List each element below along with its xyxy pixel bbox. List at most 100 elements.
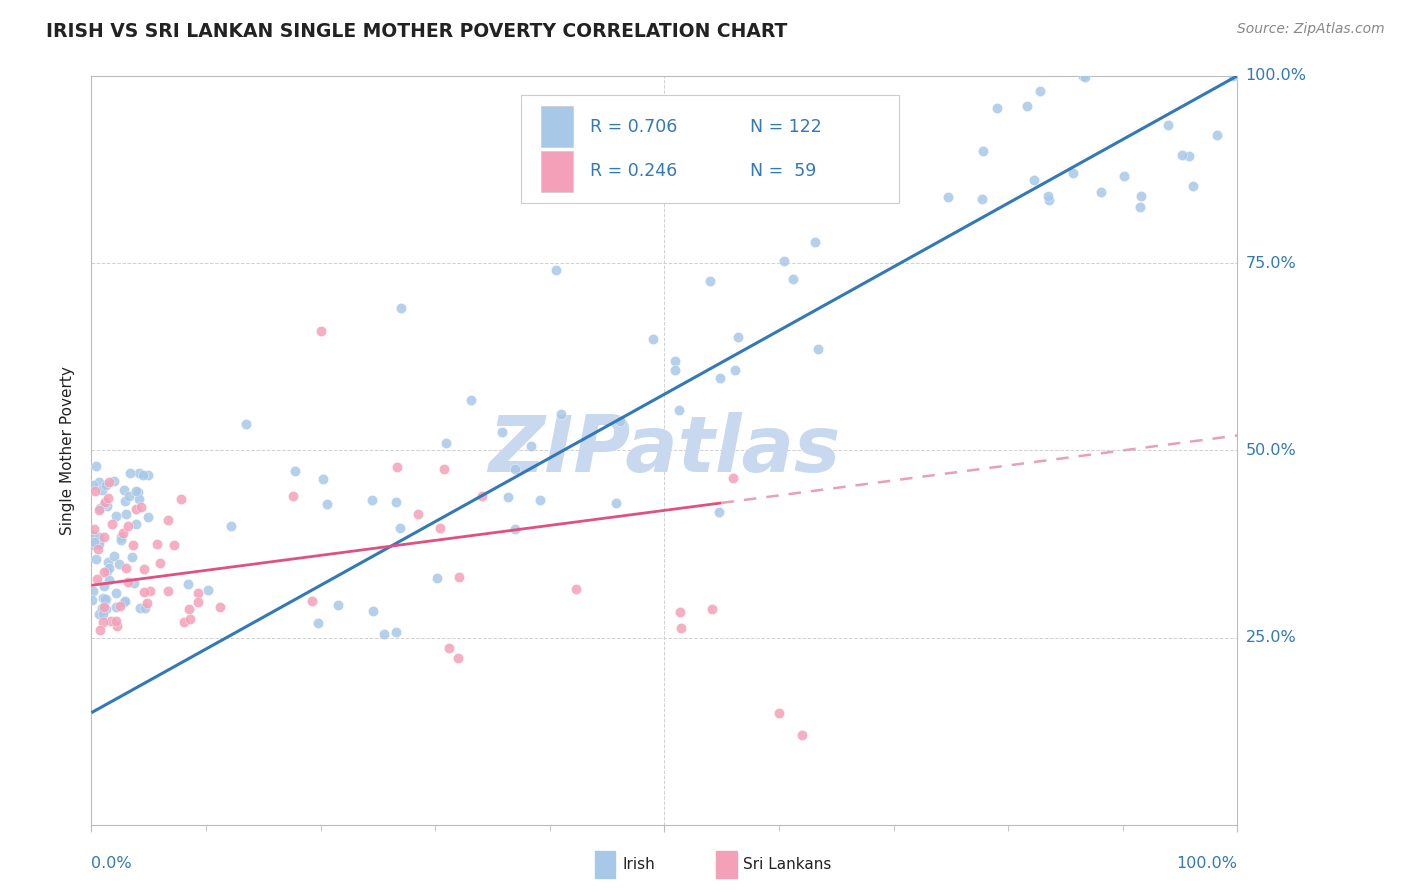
Point xyxy=(301,593,323,607)
Point xyxy=(491,425,513,439)
Point xyxy=(103,475,125,489)
Point xyxy=(1062,166,1084,180)
Point xyxy=(1071,69,1094,83)
Point xyxy=(1015,99,1038,113)
Point xyxy=(134,562,156,576)
Point xyxy=(125,502,148,516)
Bar xyxy=(595,851,616,878)
Point xyxy=(187,595,209,609)
Point xyxy=(122,576,145,591)
Point xyxy=(986,101,1008,115)
Text: 25.0%: 25.0% xyxy=(1246,631,1296,645)
Point xyxy=(326,599,349,613)
Point xyxy=(114,508,136,522)
Point xyxy=(110,533,132,547)
Point xyxy=(471,489,494,503)
Point xyxy=(91,615,114,629)
Text: Irish: Irish xyxy=(621,857,655,871)
Point xyxy=(96,564,118,578)
Point xyxy=(284,464,307,478)
Point xyxy=(136,467,159,482)
Point xyxy=(1181,179,1204,194)
Point xyxy=(1130,188,1153,202)
Point xyxy=(307,616,329,631)
Point xyxy=(86,572,108,586)
Point xyxy=(702,602,724,616)
Point xyxy=(768,706,790,720)
Point xyxy=(132,585,155,599)
Point xyxy=(235,417,257,432)
Point xyxy=(972,145,994,159)
Point xyxy=(669,621,692,635)
Point xyxy=(1029,84,1052,98)
Point xyxy=(94,592,117,607)
Point xyxy=(426,571,449,585)
Point xyxy=(309,324,332,338)
Point xyxy=(117,574,139,589)
Point xyxy=(114,494,136,508)
Point xyxy=(970,192,993,206)
Bar xyxy=(540,151,572,192)
Point xyxy=(127,485,149,500)
Point xyxy=(89,623,111,637)
Point xyxy=(82,584,104,599)
Point xyxy=(564,582,586,597)
Point xyxy=(120,466,142,480)
Point xyxy=(724,363,747,377)
Point xyxy=(104,614,127,628)
Point xyxy=(437,640,460,655)
Point xyxy=(157,513,180,527)
Bar xyxy=(540,106,572,147)
Y-axis label: Single Mother Poverty: Single Mother Poverty xyxy=(60,366,76,535)
Point xyxy=(132,468,155,483)
Point xyxy=(389,301,412,315)
Point xyxy=(87,530,110,544)
Point xyxy=(1074,70,1097,84)
Point xyxy=(93,565,115,579)
Point xyxy=(664,363,686,377)
Point xyxy=(107,557,129,571)
Text: 100.0%: 100.0% xyxy=(1246,69,1306,83)
Point xyxy=(128,492,150,507)
Point xyxy=(93,495,115,509)
Point xyxy=(363,604,385,618)
Point xyxy=(529,493,551,508)
Point xyxy=(221,519,243,533)
Point xyxy=(385,624,408,639)
Point xyxy=(94,594,117,608)
Point xyxy=(1177,149,1199,163)
Point xyxy=(82,592,104,607)
Point xyxy=(727,330,749,344)
Point xyxy=(82,527,104,541)
Point xyxy=(83,522,105,536)
Point xyxy=(1157,118,1180,132)
Point xyxy=(117,519,139,533)
Point xyxy=(83,535,105,549)
Point xyxy=(118,490,141,504)
Point xyxy=(1205,128,1227,142)
Point xyxy=(790,728,813,742)
Point xyxy=(179,612,201,626)
Text: 50.0%: 50.0% xyxy=(1246,443,1296,458)
Point xyxy=(89,503,111,517)
Point xyxy=(1038,189,1060,203)
Point xyxy=(104,586,127,600)
Point xyxy=(93,600,115,615)
Point xyxy=(197,583,219,598)
Point xyxy=(104,600,127,615)
Point xyxy=(112,594,135,608)
Point xyxy=(643,332,665,346)
Point xyxy=(82,532,104,546)
Point xyxy=(664,354,686,368)
Point xyxy=(105,618,128,632)
Point xyxy=(668,605,690,619)
Point xyxy=(124,484,146,499)
Point xyxy=(782,272,804,286)
Point xyxy=(385,459,408,474)
Point xyxy=(93,579,115,593)
Text: IRISH VS SRI LANKAN SINGLE MOTHER POVERTY CORRELATION CHART: IRISH VS SRI LANKAN SINGLE MOTHER POVERT… xyxy=(46,22,787,41)
Point xyxy=(281,489,304,503)
Point xyxy=(773,254,796,268)
Point xyxy=(807,342,830,356)
Point xyxy=(312,473,335,487)
